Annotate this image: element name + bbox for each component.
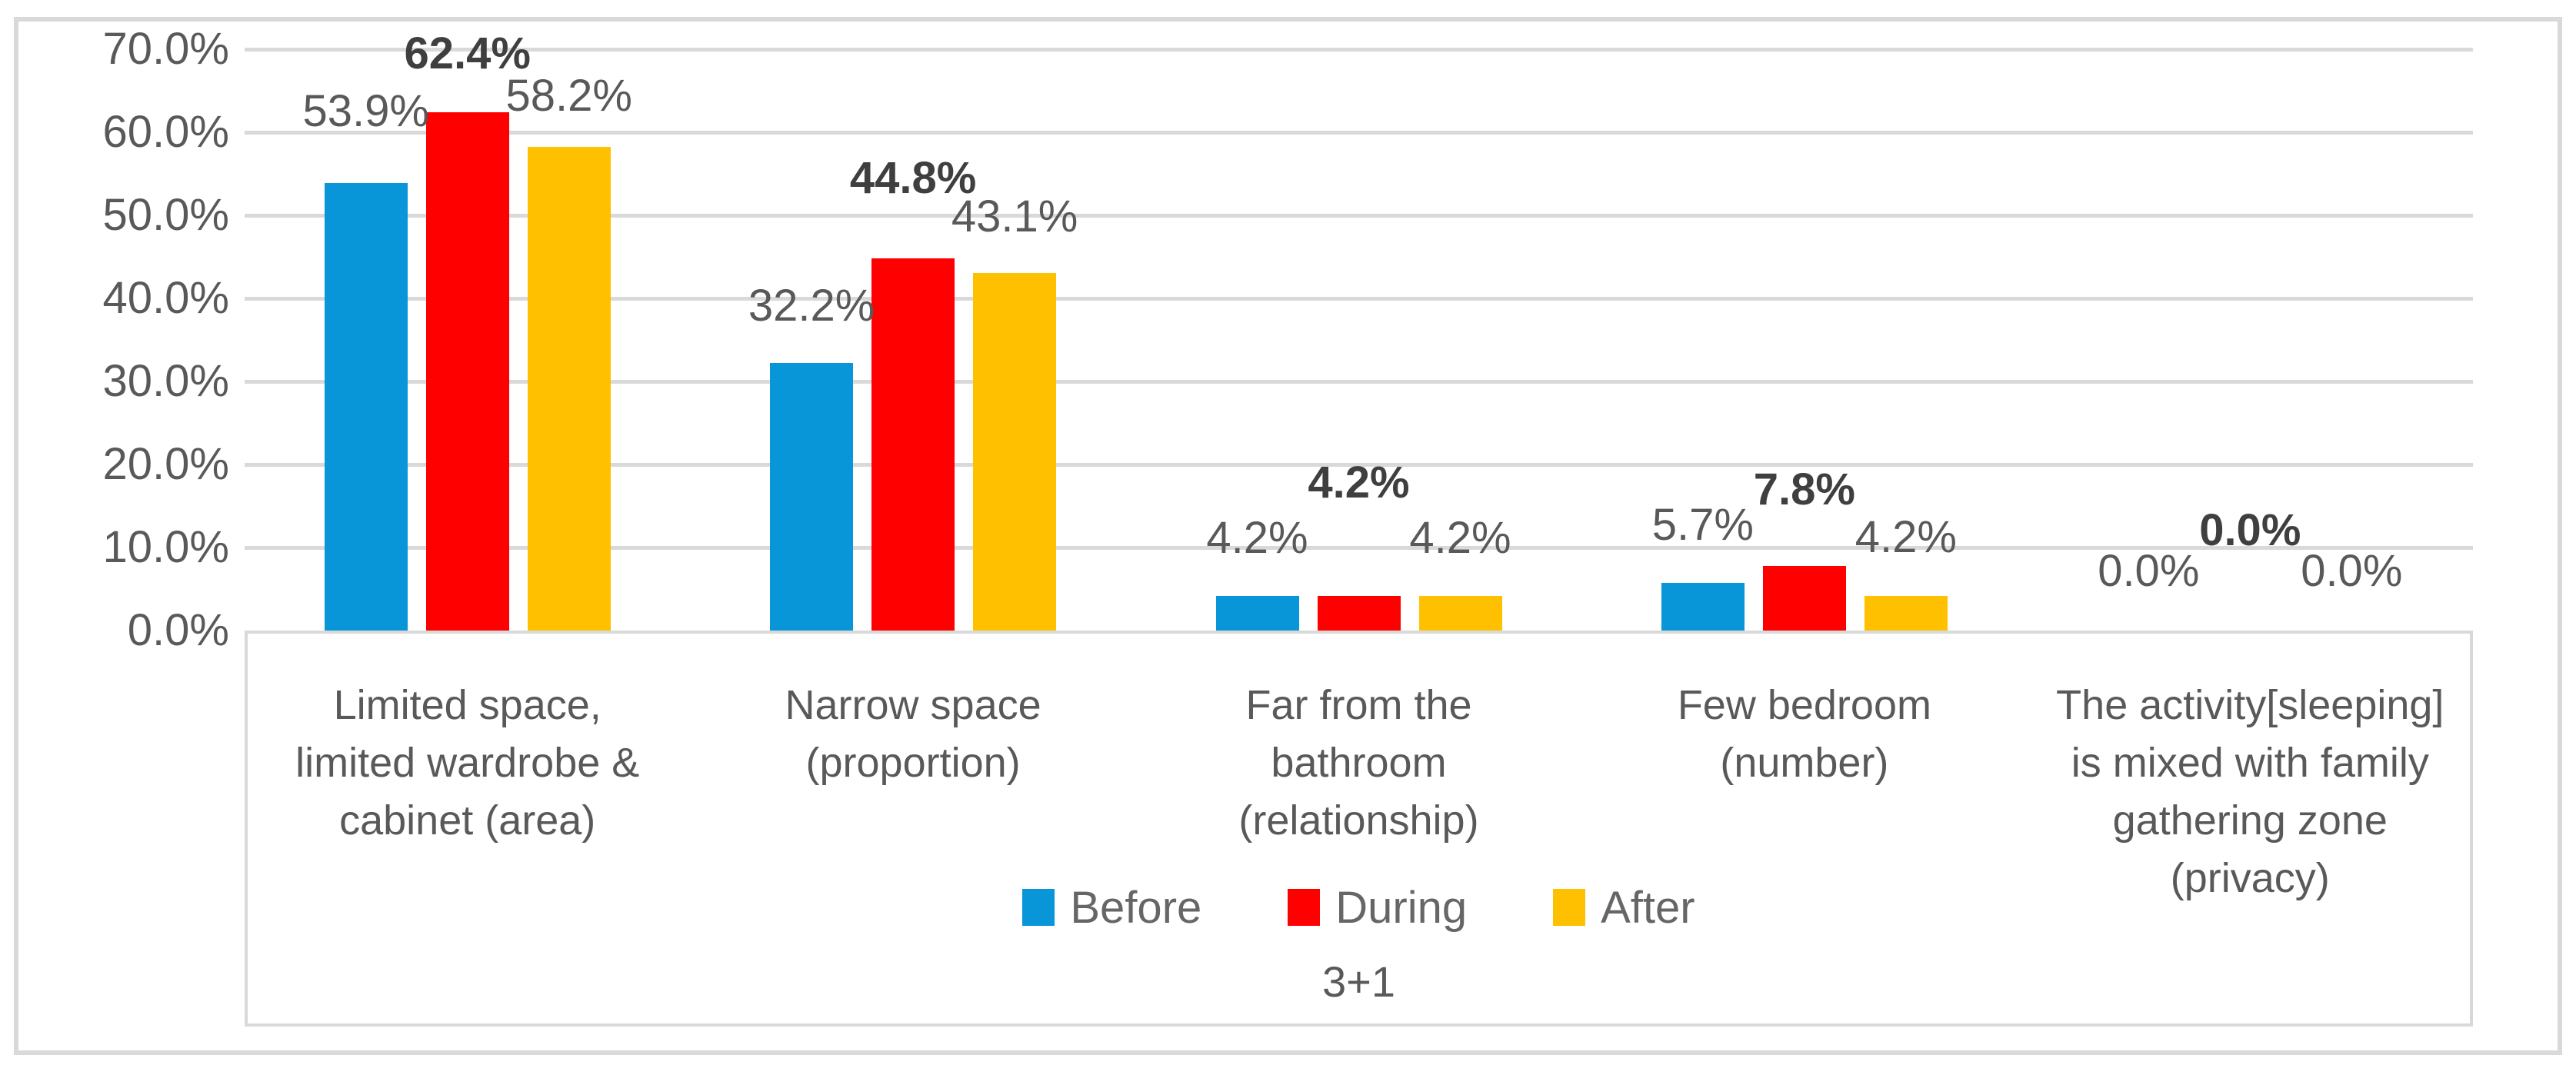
y-axis-tick-label: 30.0%	[102, 356, 229, 406]
data-label-after-group2: 43.1%	[951, 191, 1078, 241]
x-axis-group-label: 3+1	[1322, 957, 1395, 1006]
legend-swatch-after	[1553, 889, 1586, 926]
gridline-30pct	[245, 380, 2473, 384]
data-label-before-group4: 5.7%	[1651, 500, 1754, 550]
bar-before-group2	[770, 363, 854, 631]
bar-before-group1	[324, 183, 408, 631]
category-label-2: Narrow space (proportion)	[785, 682, 1041, 786]
data-label-during-group1: 62.4%	[404, 28, 531, 78]
chart-outer-frame	[14, 17, 2562, 1055]
legend-item-before: Before	[1022, 882, 1201, 934]
data-label-before-group2: 32.2%	[748, 281, 875, 331]
data-label-before-group5: 0.0%	[2098, 546, 2200, 596]
category-label-5: The activity[sleeping] is mixed with fam…	[2056, 682, 2444, 901]
bar-after-group4	[1864, 596, 1948, 631]
data-label-before-group3: 4.2%	[1206, 513, 1308, 563]
legend-item-during: During	[1288, 882, 1467, 934]
data-label-during-group3: 4.2%	[1308, 458, 1410, 508]
data-label-after-group4: 4.2%	[1855, 512, 1957, 562]
y-axis-tick-label: 10.0%	[102, 522, 229, 572]
legend-swatch-before	[1022, 889, 1055, 926]
legend-item-after: After	[1553, 882, 1695, 934]
bar-during-group2	[871, 258, 955, 631]
legend-label-after: After	[1601, 882, 1695, 933]
legend: Before During After	[245, 872, 2473, 943]
data-label-during-group2: 44.8%	[849, 153, 977, 203]
bar-during-group3	[1317, 596, 1401, 631]
gridline-50pct	[245, 214, 2473, 218]
bar-after-group2	[973, 273, 1057, 631]
legend-label-during: During	[1335, 882, 1468, 933]
category-label-3: Far from the bathroom (relationship)	[1238, 682, 1479, 844]
y-axis-tick-label: 0.0%	[127, 605, 229, 655]
y-axis-tick-label: 40.0%	[102, 273, 229, 323]
data-label-during-group4: 7.8%	[1753, 464, 1855, 514]
bar-after-group3	[1418, 596, 1502, 631]
bar-during-group1	[425, 112, 509, 631]
legend-label-before: Before	[1070, 882, 1202, 933]
data-label-after-group3: 4.2%	[1409, 513, 1511, 563]
legend-swatch-during	[1288, 889, 1321, 926]
gridline-40pct	[245, 297, 2473, 301]
gridline-70pct	[245, 48, 2473, 52]
bar-before-group3	[1215, 596, 1299, 631]
y-axis-tick-label: 60.0%	[102, 107, 229, 157]
data-label-after-group1: 58.2%	[505, 71, 632, 121]
data-label-during-group5: 0.0%	[2199, 505, 2301, 555]
y-axis-tick-label: 20.0%	[102, 439, 229, 489]
gridline-10pct	[245, 546, 2473, 550]
data-label-before-group1: 53.9%	[302, 86, 429, 136]
gridline-60pct	[245, 131, 2473, 135]
y-axis-tick-label: 50.0%	[102, 190, 229, 240]
data-label-after-group5: 0.0%	[2301, 546, 2403, 596]
category-label-1: Limited space, limited wardrobe & cabine…	[295, 682, 640, 844]
y-axis-tick-label: 70.0%	[102, 24, 229, 74]
category-axis-box	[245, 631, 2473, 1027]
bar-before-group4	[1661, 583, 1745, 631]
bar-after-group1	[527, 147, 611, 631]
gridline-20pct	[245, 463, 2473, 467]
bar-during-group4	[1762, 566, 1846, 631]
category-label-4: Few bedroom (number)	[1677, 682, 1931, 786]
